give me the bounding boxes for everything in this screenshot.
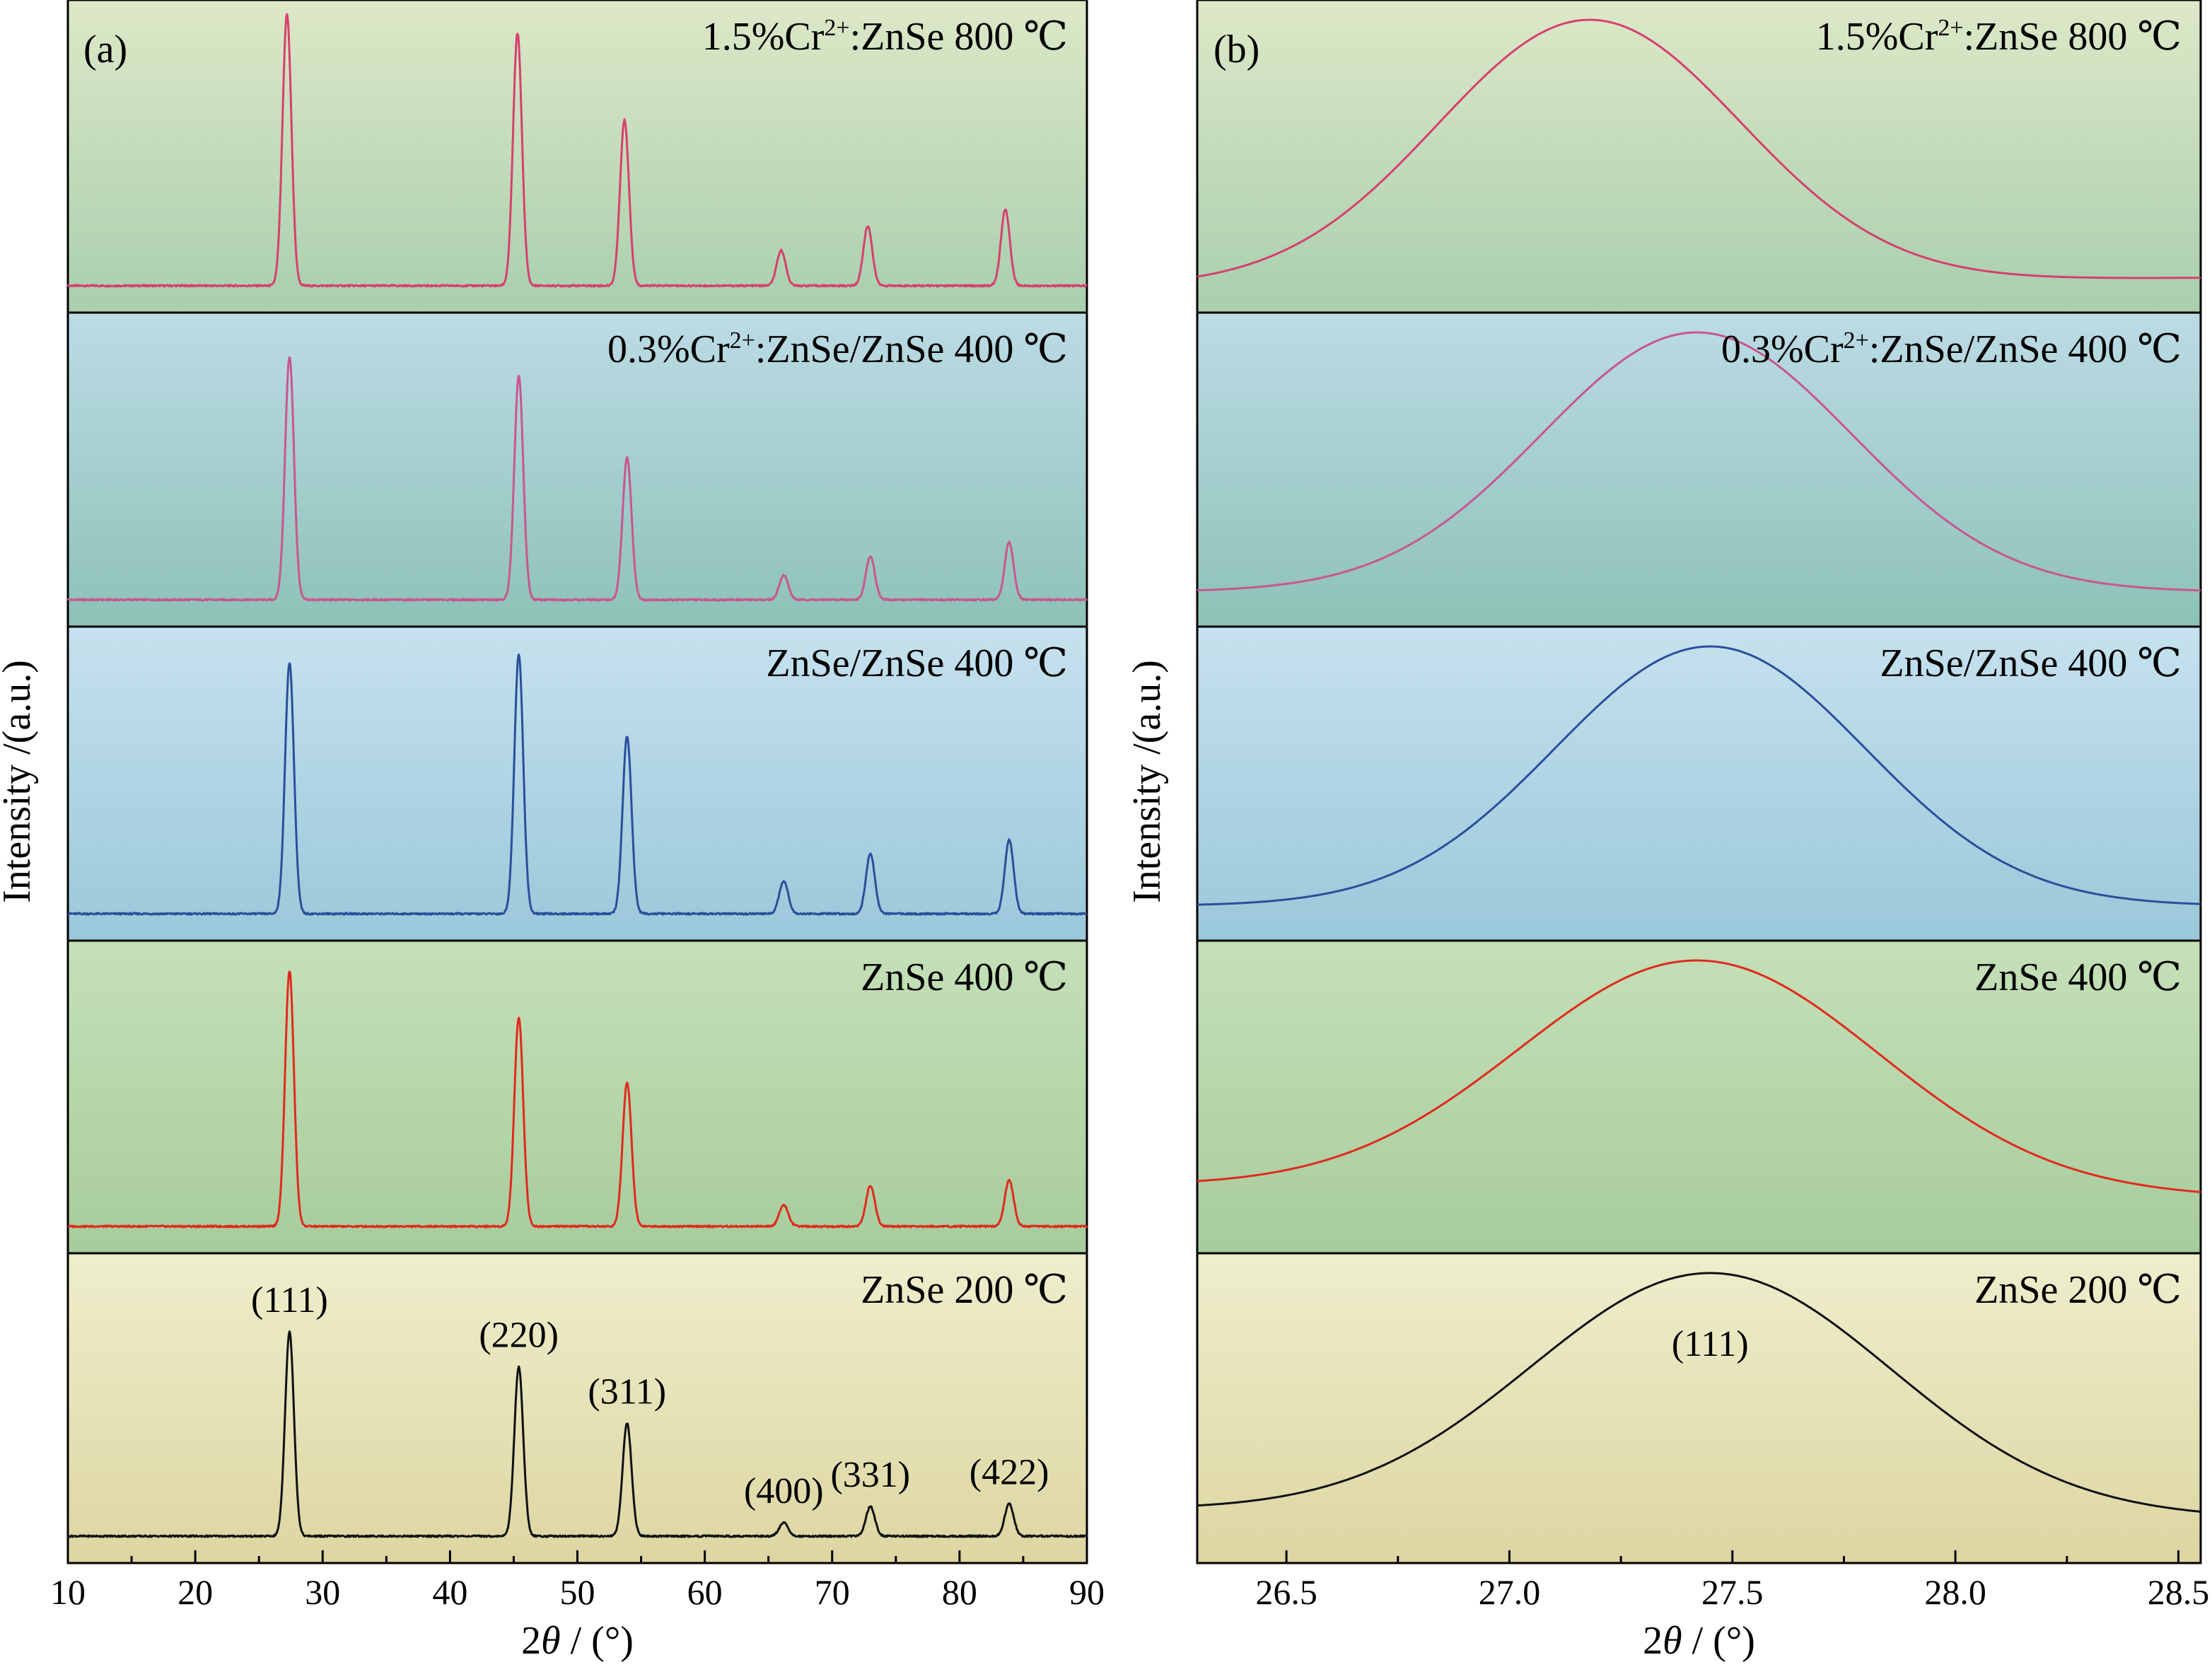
- panel-a-band-5: [66, 1252, 1088, 1564]
- series-label-4: ZnSe 400 ℃: [861, 956, 1068, 999]
- x-tick-label: 60: [687, 1572, 723, 1612]
- y-axis-title: Intensity /(a.u.): [0, 660, 39, 903]
- panel-b-111-zoom: 1.5%Cr2+:ZnSe 800 ℃ 0.3%Cr2+:ZnSe/ZnSe 40…: [1125, 0, 2209, 1663]
- panel-label: (b): [1213, 28, 1259, 71]
- panel-b-band-1: [1196, 0, 2202, 314]
- series-line-1: [1197, 18, 2201, 279]
- hkl-label-4: (331): [830, 1455, 910, 1495]
- panel-a-wide-scan: 1.5%Cr2+:ZnSe 800 ℃ 0.3%Cr2+:ZnSe/ZnSe 40…: [0, 0, 1105, 1663]
- hkl-label-0: (111): [251, 1280, 328, 1320]
- panel-a-band-2: [66, 311, 1088, 628]
- series-label-1: 1.5%Cr2+:ZnSe 800 ℃: [1816, 15, 2182, 59]
- x-tick-label: 70: [815, 1572, 850, 1612]
- series-line-1: [66, 13, 1088, 288]
- series-label-5: ZnSe 200 ℃: [1974, 1268, 2182, 1312]
- hkl-label-3: (400): [744, 1471, 824, 1511]
- x-tick-label: 20: [177, 1572, 213, 1612]
- x-axis-title: 2θ / (°): [521, 1619, 634, 1663]
- series-line-2: [1197, 331, 2201, 592]
- hkl-label-2: (311): [588, 1371, 666, 1412]
- series-label-1: 1.5%Cr2+:ZnSe 800 ℃: [702, 15, 1068, 59]
- hkl-label-0: (111): [1672, 1324, 1749, 1364]
- series-line-2: [66, 356, 1088, 602]
- panel-a-band-4: [66, 939, 1088, 1255]
- series-label-5: ZnSe 200 ℃: [861, 1268, 1068, 1312]
- series-line-4: [1197, 959, 2201, 1193]
- x-tick-label: 50: [560, 1572, 595, 1612]
- series-label-2: 0.3%Cr2+:ZnSe/ZnSe 400 ℃: [607, 327, 1068, 371]
- panel-a-band-3: [66, 625, 1088, 942]
- series-label-2: 0.3%Cr2+:ZnSe/ZnSe 400 ℃: [1721, 327, 2182, 371]
- series-line-3: [1197, 645, 2201, 906]
- x-tick-label: 27.5: [1701, 1572, 1764, 1612]
- panel-label: (a): [83, 28, 127, 71]
- panel-a-band-1: [66, 0, 1088, 314]
- x-tick-label: 10: [50, 1572, 86, 1612]
- series-line-3: [67, 654, 1088, 916]
- series-line-4: [67, 970, 1088, 1229]
- series-line-5: [1197, 1272, 2201, 1513]
- series-line-5: [66, 1330, 1088, 1538]
- x-axis-title: 2θ / (°): [1643, 1619, 1755, 1663]
- hkl-label-5: (422): [970, 1452, 1049, 1492]
- series-label-4: ZnSe 400 ℃: [1974, 956, 2182, 999]
- panel-b-band-5: [1196, 1252, 2202, 1564]
- x-tick-label: 80: [942, 1572, 977, 1612]
- x-tick-label: 30: [305, 1572, 340, 1612]
- y-axis-title: Intensity /(a.u.): [1125, 660, 1169, 903]
- panel-b-band-2: [1196, 311, 2202, 628]
- x-tick-label: 28.0: [1924, 1572, 1986, 1612]
- x-tick-label: 27.0: [1479, 1572, 1541, 1612]
- x-tick-label: 90: [1069, 1572, 1105, 1612]
- x-tick-label: 28.5: [2148, 1572, 2210, 1612]
- x-tick-label: 40: [432, 1572, 467, 1612]
- series-label-3: ZnSe/ZnSe 400 ℃: [1880, 641, 2182, 685]
- series-label-3: ZnSe/ZnSe 400 ℃: [766, 641, 1068, 685]
- panel-b-band-4: [1196, 939, 2202, 1255]
- hkl-label-1: (220): [479, 1315, 559, 1356]
- panel-b-band-3: [1196, 625, 2202, 942]
- x-tick-label: 26.5: [1255, 1572, 1317, 1612]
